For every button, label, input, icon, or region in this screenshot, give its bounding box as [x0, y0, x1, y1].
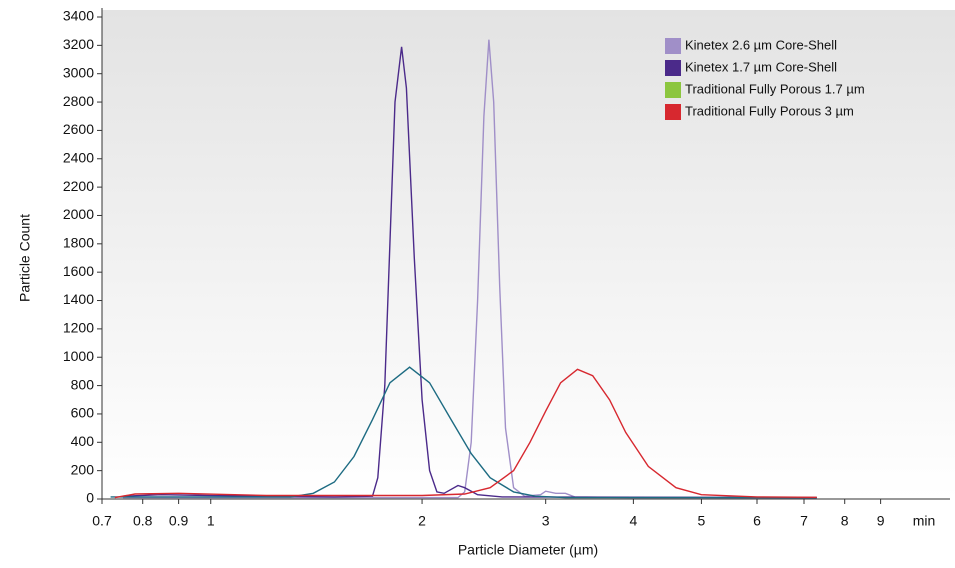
y-tick-label: 2600	[63, 121, 94, 137]
x-tick-label: 3	[542, 513, 550, 529]
y-tick-label: 2000	[63, 206, 94, 222]
legend-label: Traditional Fully Porous 3 µm	[685, 103, 854, 118]
y-tick-label: 600	[71, 405, 95, 421]
x-tick-label: 4	[629, 513, 637, 529]
series-line	[110, 366, 817, 499]
y-tick-label: 2800	[63, 93, 94, 109]
y-tick-label: 3200	[63, 36, 94, 52]
legend: Kinetex 2.6 µm Core-Shell Kinetex 1.7 µm …	[665, 37, 865, 120]
y-tick-label: 1200	[63, 320, 94, 336]
x-axis-label: Particle Diameter (µm)	[458, 542, 598, 558]
y-tick-label: 1600	[63, 263, 94, 279]
x-tick-label: 5	[698, 513, 706, 529]
y-tick-label: 3000	[63, 64, 94, 80]
x-tick-label: 6	[753, 513, 761, 529]
x-unit-label: min	[913, 513, 936, 529]
series-line	[114, 368, 817, 499]
y-tick-label: 2200	[63, 178, 94, 194]
y-tick-label: 3400	[63, 8, 94, 24]
y-tick-label: 800	[71, 376, 95, 392]
x-tick-label: 0.9	[169, 513, 189, 529]
x-tick-label: 0.8	[133, 513, 153, 529]
y-tick-label: 1800	[63, 235, 94, 251]
y-tick-label: 400	[71, 433, 95, 449]
x-tick-label: 1	[207, 513, 215, 529]
x-tick-label: 8	[841, 513, 849, 529]
y-tick-label: 1000	[63, 348, 94, 364]
plot-background	[102, 10, 955, 499]
series-line	[122, 46, 817, 499]
y-tick-label: 0	[86, 490, 94, 506]
legend-label: Kinetex 2.6 µm Core-Shell	[685, 37, 837, 52]
series-line	[123, 39, 817, 499]
x-tick-label: 0.7	[92, 513, 112, 529]
legend-label: Traditional Fully Porous 1.7 µm	[685, 81, 865, 96]
legend-swatch	[665, 60, 681, 76]
y-axis-label: Particle Count	[17, 214, 33, 302]
legend-swatch	[665, 82, 681, 98]
legend-swatch	[665, 38, 681, 54]
legend-label: Kinetex 1.7 µm Core-Shell	[685, 59, 837, 74]
y-tick-label: 200	[71, 461, 95, 477]
y-tick-label: 1400	[63, 291, 94, 307]
legend-swatch	[665, 104, 681, 120]
y-tick-label: 2400	[63, 149, 94, 165]
x-tick-label: 2	[418, 513, 426, 529]
x-tick-label: 7	[800, 513, 808, 529]
x-tick-label: 9	[877, 513, 885, 529]
